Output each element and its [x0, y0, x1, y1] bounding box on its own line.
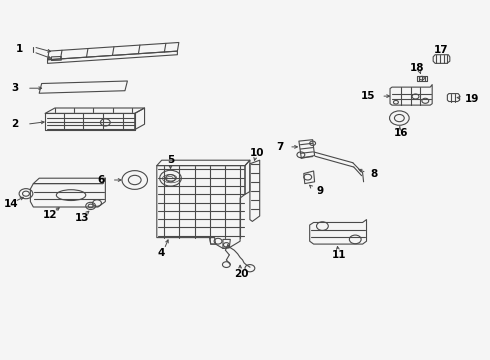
Text: 7: 7 — [276, 142, 283, 152]
Text: 12: 12 — [43, 210, 57, 220]
Text: 20: 20 — [234, 269, 248, 279]
Text: 1: 1 — [16, 44, 24, 54]
Text: 8: 8 — [370, 168, 378, 179]
Text: 2: 2 — [11, 119, 19, 129]
Text: 14: 14 — [3, 199, 18, 209]
Text: 18: 18 — [410, 63, 425, 73]
Text: 13: 13 — [75, 213, 90, 223]
Text: 5: 5 — [167, 155, 174, 165]
Text: 6: 6 — [97, 175, 104, 185]
Text: 4: 4 — [157, 248, 165, 258]
Text: 19: 19 — [465, 94, 479, 104]
Text: 3: 3 — [11, 83, 19, 93]
Text: 17: 17 — [434, 45, 448, 55]
Text: 15: 15 — [361, 91, 375, 101]
Text: 10: 10 — [249, 148, 264, 158]
Text: 16: 16 — [393, 128, 408, 138]
Text: 11: 11 — [332, 250, 346, 260]
Text: 9: 9 — [316, 186, 323, 196]
